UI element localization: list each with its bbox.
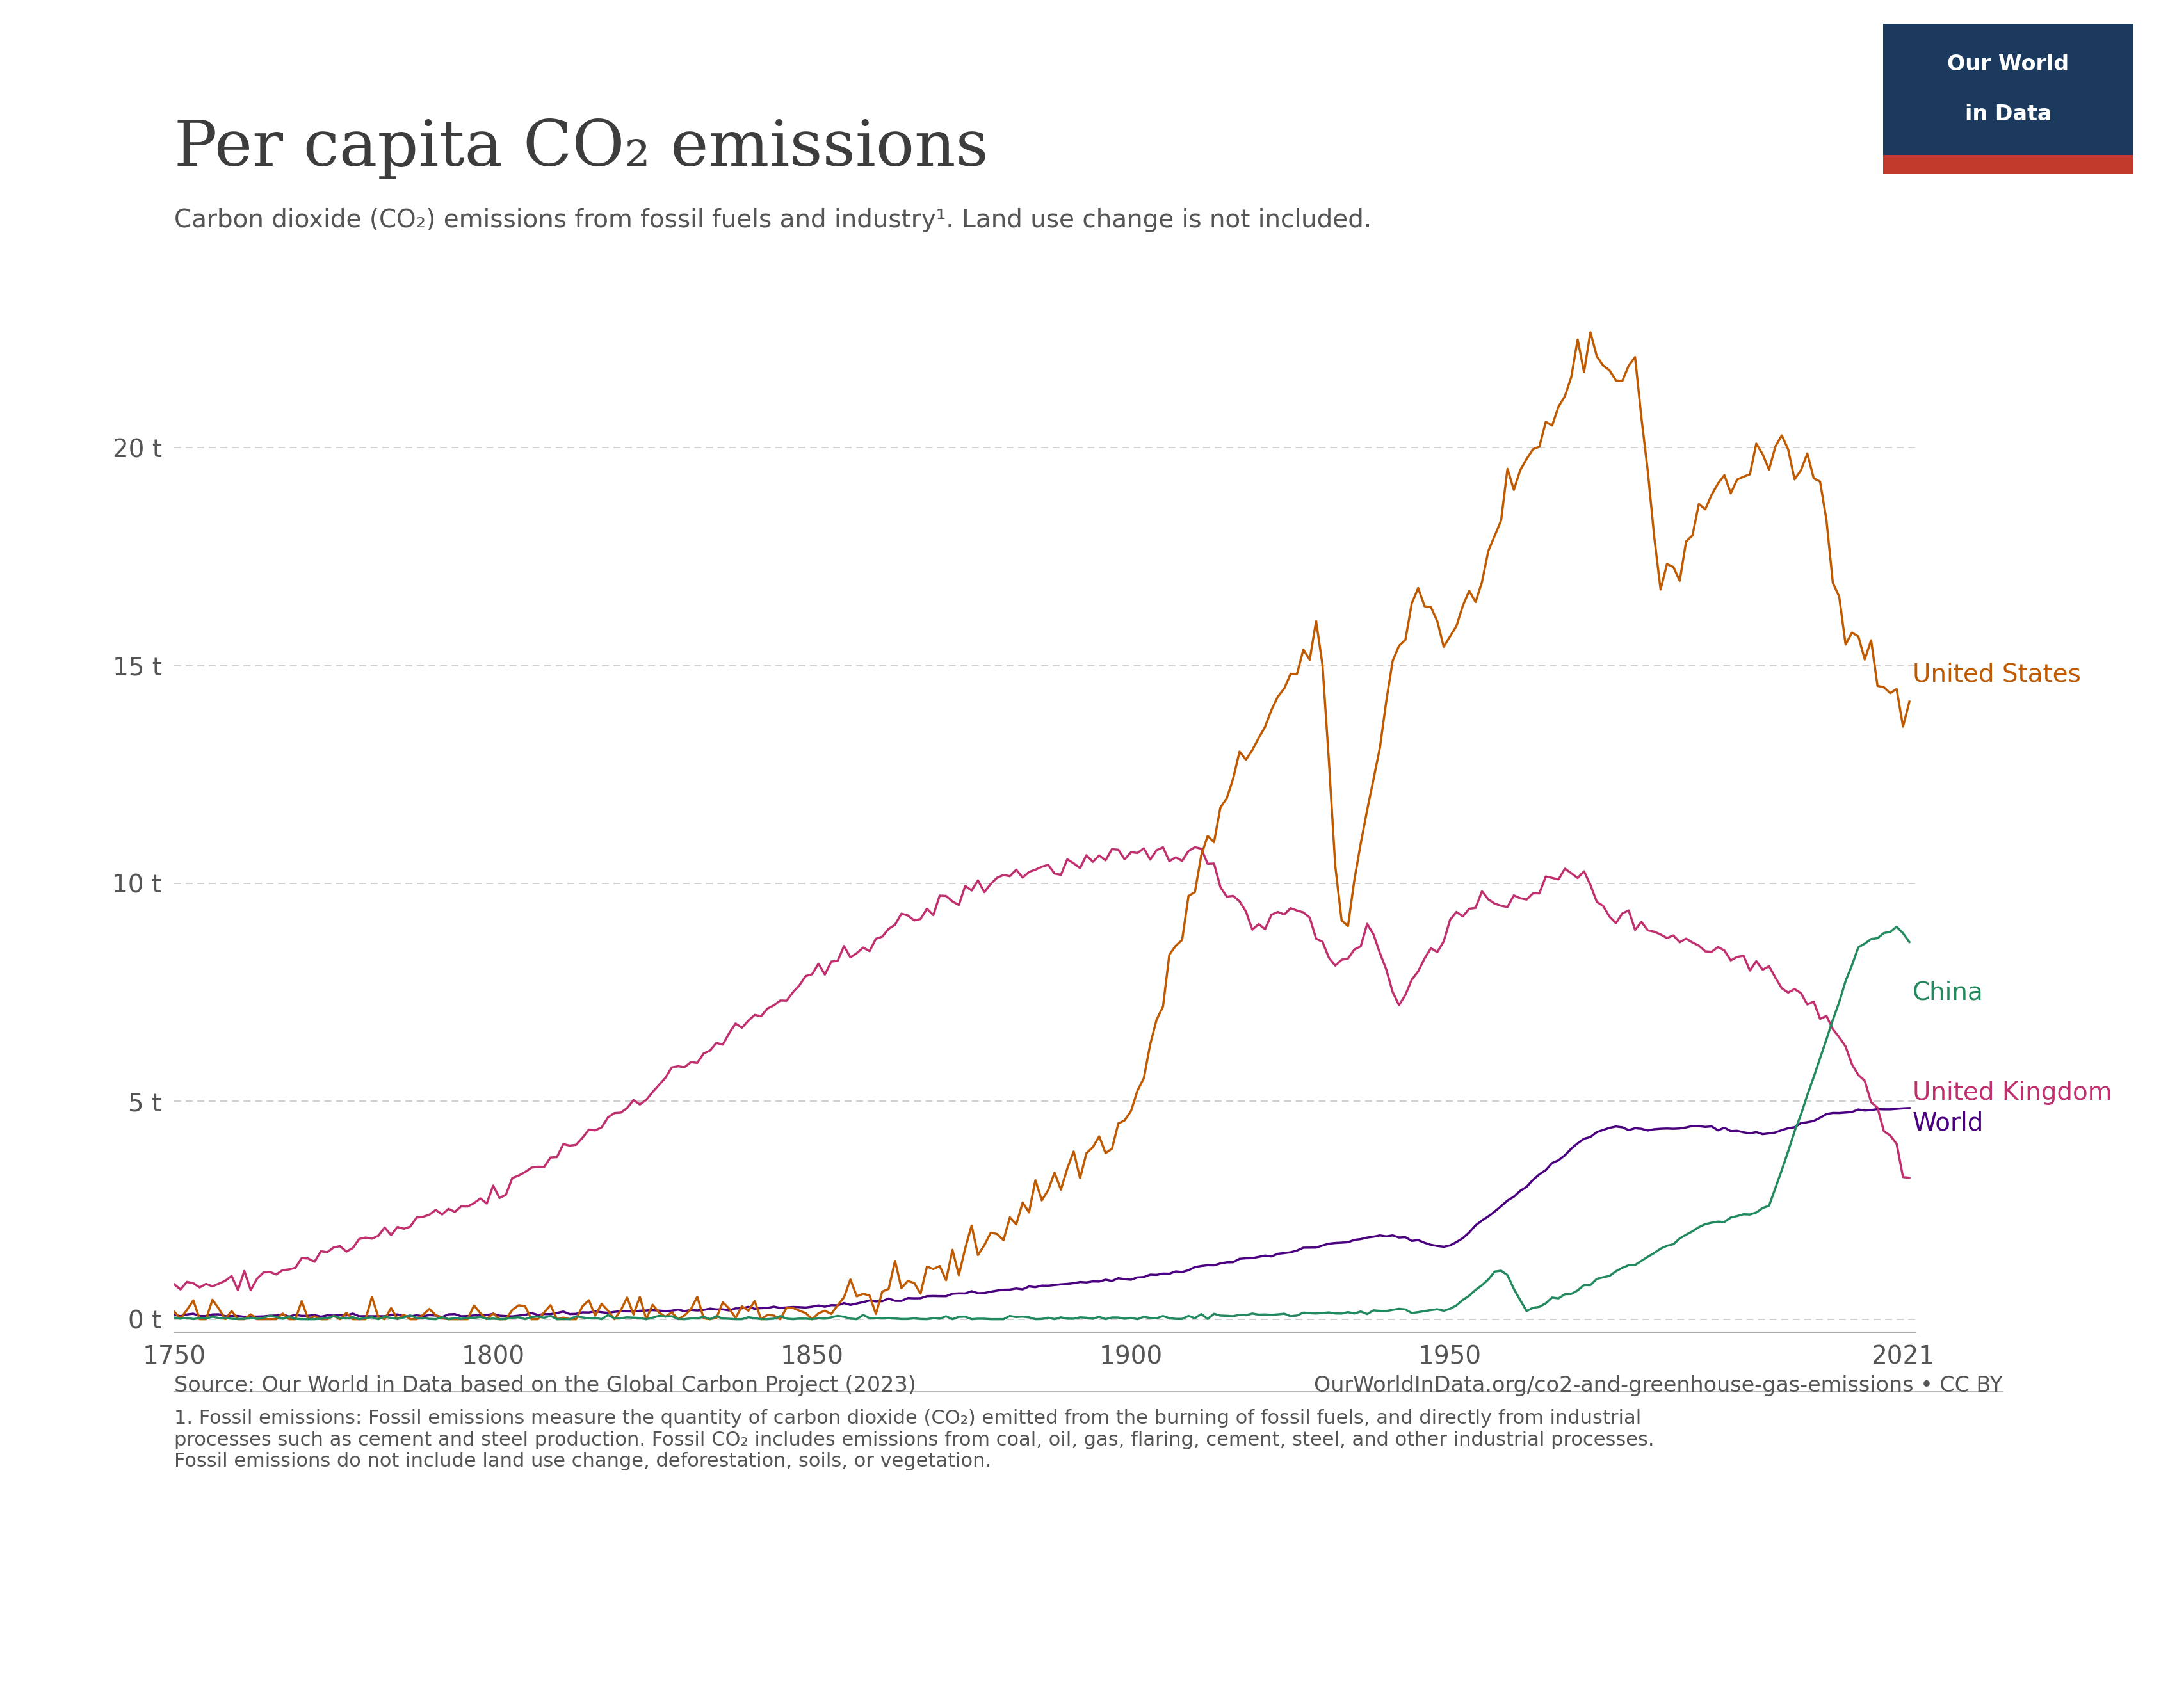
Text: in Data: in Data xyxy=(1966,104,2051,125)
Text: Per capita CO₂ emissions: Per capita CO₂ emissions xyxy=(174,118,988,179)
Text: Source: Our World in Data based on the Global Carbon Project (2023): Source: Our World in Data based on the G… xyxy=(174,1375,917,1395)
Text: China: China xyxy=(1914,980,1983,1004)
Text: 1. Fossil emissions: Fossil emissions measure the quantity of carbon dioxide (CO: 1. Fossil emissions: Fossil emissions me… xyxy=(174,1409,1655,1471)
Text: United Kingdom: United Kingdom xyxy=(1914,1081,2112,1105)
Text: United States: United States xyxy=(1914,663,2081,687)
Text: Carbon dioxide (CO₂) emissions from fossil fuels and industry¹. Land use change : Carbon dioxide (CO₂) emissions from foss… xyxy=(174,208,1372,232)
Text: OurWorldInData.org/co2-and-greenhouse-gas-emissions • CC BY: OurWorldInData.org/co2-and-greenhouse-ga… xyxy=(1315,1375,2003,1395)
Text: World: World xyxy=(1914,1110,1983,1136)
Text: Our World: Our World xyxy=(1948,55,2068,75)
